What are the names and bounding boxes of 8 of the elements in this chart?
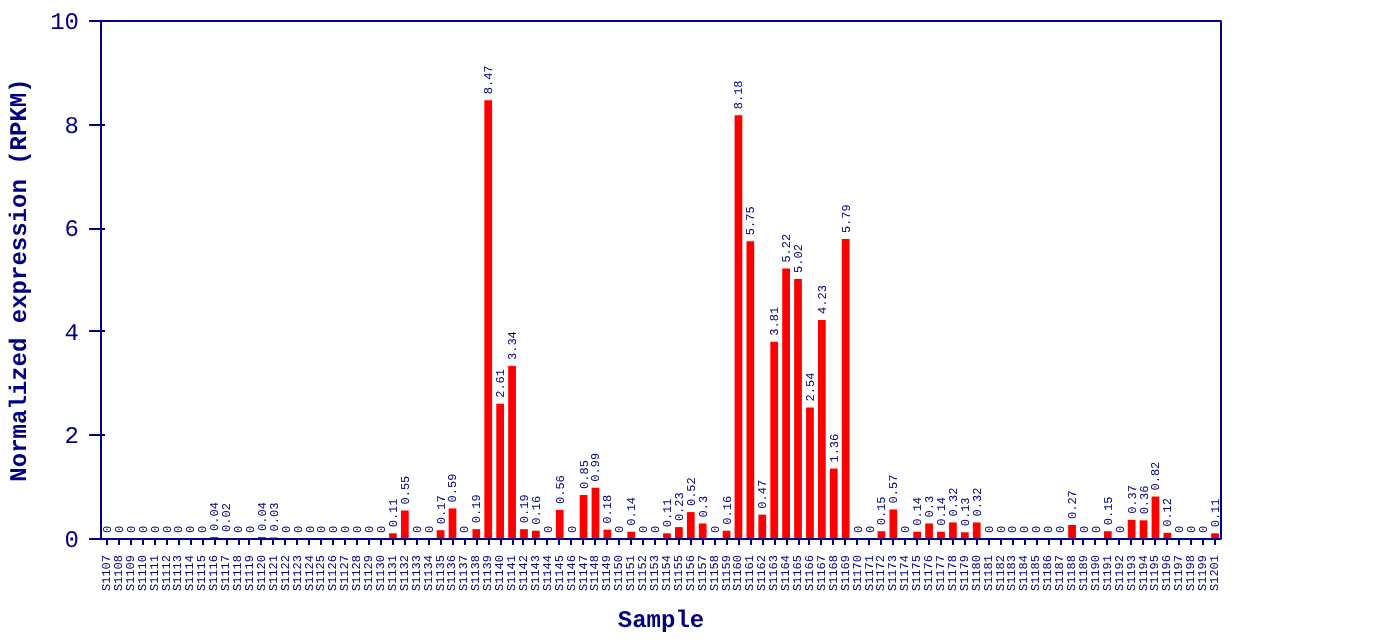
x-axis-title: Sample (617, 607, 705, 636)
y-tick-label: 10 (50, 9, 80, 37)
y-tick-label: 4 (64, 319, 79, 348)
y-tick-label: 6 (64, 216, 79, 245)
y-tick-label: 0 (64, 527, 79, 555)
y-axis-title: Normalized expression (RPKM) (6, 78, 35, 482)
y-tick-label: 8 (64, 112, 79, 141)
y-tick-label: 2 (64, 423, 79, 452)
